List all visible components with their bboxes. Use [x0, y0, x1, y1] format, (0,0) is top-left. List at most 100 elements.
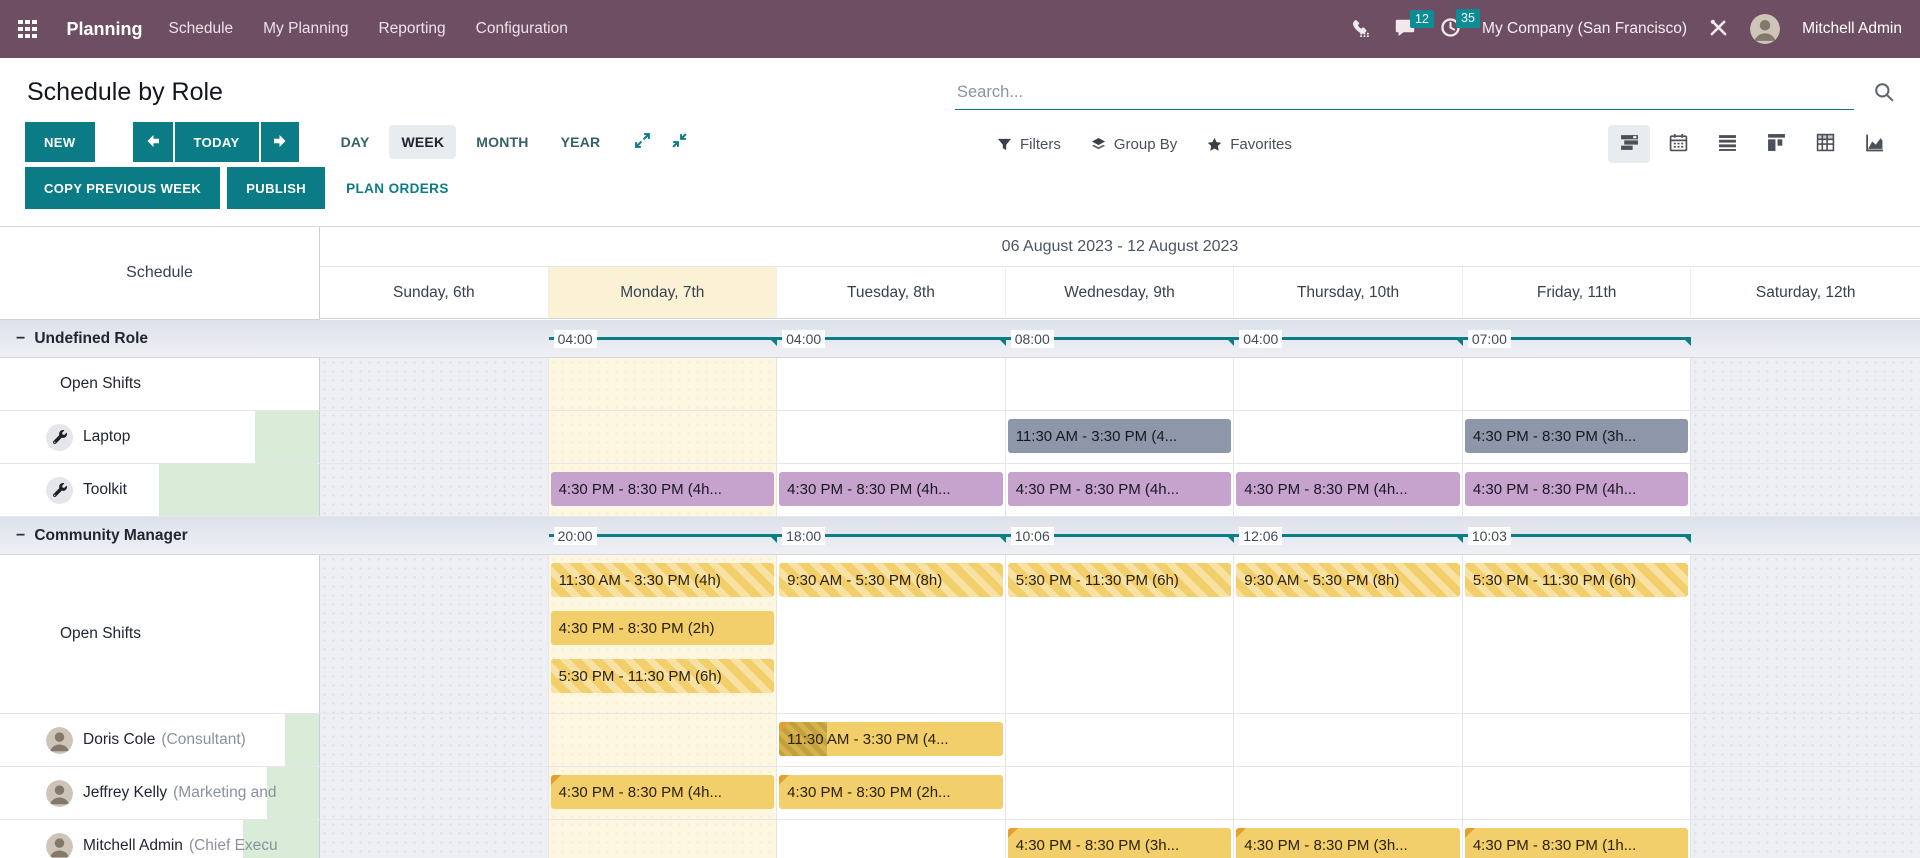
- day-cell[interactable]: [548, 714, 778, 766]
- day-cell[interactable]: [1463, 767, 1692, 819]
- day-cell[interactable]: [320, 411, 549, 463]
- scale-year-button[interactable]: YEAR: [549, 125, 613, 159]
- day-cell[interactable]: 4:30 PM - 8:30 PM (1h...: [1463, 820, 1692, 858]
- shift-pill[interactable]: 4:30 PM - 8:30 PM (4h...: [1007, 472, 1232, 506]
- day-cell[interactable]: 9:30 AM - 5:30 PM (8h): [777, 555, 1006, 713]
- new-button[interactable]: NEW: [25, 122, 95, 162]
- day-cell[interactable]: 4:30 PM - 8:30 PM (4h...: [1006, 464, 1235, 516]
- search-button[interactable]: [1874, 82, 1894, 105]
- group-header-cell[interactable]: − Undefined Role: [0, 320, 320, 357]
- shift-pill[interactable]: 9:30 AM - 5:30 PM (8h): [1236, 563, 1460, 597]
- shift-pill[interactable]: 5:30 PM - 11:30 PM (6h): [550, 659, 775, 693]
- day-cell[interactable]: [320, 555, 549, 713]
- day-cell[interactable]: [1691, 714, 1920, 766]
- scale-day-button[interactable]: DAY: [329, 125, 382, 159]
- copy-previous-week-button[interactable]: COPY PREVIOUS WEEK: [25, 167, 221, 209]
- day-cell[interactable]: [777, 358, 1006, 410]
- shift-pill[interactable]: 4:30 PM - 8:30 PM (4h...: [550, 775, 775, 809]
- day-cell[interactable]: 9:30 AM - 5:30 PM (8h): [1234, 555, 1463, 713]
- activity-clock-button[interactable]: 35: [1441, 9, 1480, 40]
- day-cell[interactable]: [1006, 767, 1235, 819]
- calendar-view-button[interactable]: [1657, 125, 1699, 163]
- day-cell[interactable]: 4:30 PM - 8:30 PM (3h...: [1463, 411, 1692, 463]
- day-cell[interactable]: [548, 411, 778, 463]
- plan-orders-button[interactable]: PLAN ORDERS: [346, 180, 449, 196]
- day-cell[interactable]: [320, 820, 549, 858]
- day-cell[interactable]: [1691, 555, 1920, 713]
- day-cell[interactable]: [548, 358, 778, 410]
- shift-pill[interactable]: 4:30 PM - 8:30 PM (3h...: [1464, 419, 1689, 453]
- shift-pill[interactable]: 4:30 PM - 8:30 PM (1h...: [1464, 828, 1689, 858]
- day-cell[interactable]: [548, 820, 778, 858]
- company-switcher[interactable]: My Company (San Francisco): [1482, 20, 1688, 37]
- day-cell[interactable]: 4:30 PM - 8:30 PM (4h...: [548, 767, 778, 819]
- gantt-view-button[interactable]: [1608, 125, 1650, 163]
- day-cell[interactable]: [320, 358, 549, 410]
- day-cell[interactable]: 11:30 AM - 3:30 PM (4h) 4:30 PM - 8:30 PM…: [548, 555, 778, 713]
- filters-menu-button[interactable]: Filters: [997, 136, 1061, 153]
- day-cell[interactable]: [1234, 358, 1463, 410]
- day-cell[interactable]: [1463, 714, 1692, 766]
- shift-pill[interactable]: 4:30 PM - 8:30 PM (4h...: [550, 472, 775, 506]
- day-cell[interactable]: [1691, 767, 1920, 819]
- day-cell[interactable]: [320, 714, 549, 766]
- day-cell[interactable]: 4:30 PM - 8:30 PM (4h...: [548, 464, 778, 516]
- messages-button[interactable]: 12: [1395, 9, 1434, 40]
- day-cell[interactable]: 4:30 PM - 8:30 PM (2h...: [777, 767, 1006, 819]
- shift-pill[interactable]: 5:30 PM - 11:30 PM (6h): [1464, 563, 1689, 597]
- nav-menu-item-schedule[interactable]: Schedule: [168, 20, 234, 37]
- day-cell[interactable]: 4:30 PM - 8:30 PM (4h...: [1234, 464, 1463, 516]
- day-cell[interactable]: [1691, 464, 1920, 516]
- day-cell[interactable]: 11:30 AM - 3:30 PM (4...: [777, 714, 1006, 766]
- dev-tools-button[interactable]: [1709, 18, 1728, 40]
- day-cell[interactable]: 4:30 PM - 8:30 PM (3h...: [1234, 820, 1463, 858]
- expand-button[interactable]: [634, 132, 651, 152]
- shift-pill[interactable]: 11:30 AM - 3:30 PM (4h): [550, 563, 775, 597]
- today-button[interactable]: TODAY: [172, 122, 259, 162]
- publish-button[interactable]: PUBLISH: [227, 167, 326, 209]
- day-cell[interactable]: [1691, 411, 1920, 463]
- shift-pill[interactable]: 5:30 PM - 11:30 PM (6h): [1007, 563, 1232, 597]
- group-by-menu-button[interactable]: Group By: [1091, 136, 1177, 153]
- shift-pill[interactable]: 4:30 PM - 8:30 PM (3h...: [1007, 828, 1232, 858]
- day-cell[interactable]: [1691, 358, 1920, 410]
- day-cell[interactable]: [777, 411, 1006, 463]
- shift-pill[interactable]: 4:30 PM - 8:30 PM (4h...: [779, 472, 1003, 506]
- shift-pill[interactable]: 9:30 AM - 5:30 PM (8h): [779, 563, 1003, 597]
- favorites-menu-button[interactable]: Favorites: [1207, 136, 1292, 153]
- day-cell[interactable]: [1006, 358, 1235, 410]
- day-cell[interactable]: [320, 464, 549, 516]
- shift-pill[interactable]: 4:30 PM - 8:30 PM (2h...: [779, 775, 1003, 809]
- day-cell[interactable]: [320, 767, 549, 819]
- group-header-cell[interactable]: − Community Manager: [0, 517, 320, 554]
- day-cell[interactable]: [1463, 358, 1692, 410]
- user-avatar[interactable]: [1750, 14, 1781, 44]
- shift-pill[interactable]: 4:30 PM - 8:30 PM (4h...: [1464, 472, 1689, 506]
- graph-view-button[interactable]: [1853, 125, 1895, 163]
- kanban-view-button[interactable]: [1755, 125, 1797, 163]
- user-menu[interactable]: Mitchell Admin: [1802, 20, 1902, 37]
- day-cell[interactable]: [1234, 767, 1463, 819]
- day-cell[interactable]: [1234, 714, 1463, 766]
- nav-menu-item-configuration[interactable]: Configuration: [475, 20, 568, 37]
- scale-week-button[interactable]: WEEK: [389, 125, 457, 159]
- phone-button[interactable]: [1351, 19, 1369, 40]
- shift-pill[interactable]: 11:30 AM - 3:30 PM (4...: [1007, 419, 1232, 453]
- nav-menu-item-reporting[interactable]: Reporting: [378, 20, 446, 37]
- shift-pill[interactable]: 4:30 PM - 8:30 PM (3h...: [1236, 828, 1460, 858]
- shift-pill[interactable]: 4:30 PM - 8:30 PM (2h): [550, 611, 775, 645]
- scale-month-button[interactable]: MONTH: [464, 125, 540, 159]
- list-view-button[interactable]: [1706, 125, 1748, 163]
- pivot-view-button[interactable]: [1804, 125, 1846, 163]
- day-cell[interactable]: 5:30 PM - 11:30 PM (6h): [1463, 555, 1692, 713]
- search-input[interactable]: [955, 76, 1854, 110]
- day-cell[interactable]: [1234, 411, 1463, 463]
- shift-pill[interactable]: 4:30 PM - 8:30 PM (4h...: [1236, 472, 1460, 506]
- day-cell[interactable]: 11:30 AM - 3:30 PM (4...: [1006, 411, 1235, 463]
- day-cell[interactable]: 5:30 PM - 11:30 PM (6h): [1006, 555, 1235, 713]
- shift-pill[interactable]: 11:30 AM - 3:30 PM (4...: [779, 722, 1003, 756]
- collapse-button[interactable]: [671, 132, 688, 152]
- day-cell[interactable]: [777, 820, 1006, 858]
- previous-week-button[interactable]: [132, 122, 173, 162]
- nav-menu-item-my-planning[interactable]: My Planning: [263, 20, 349, 37]
